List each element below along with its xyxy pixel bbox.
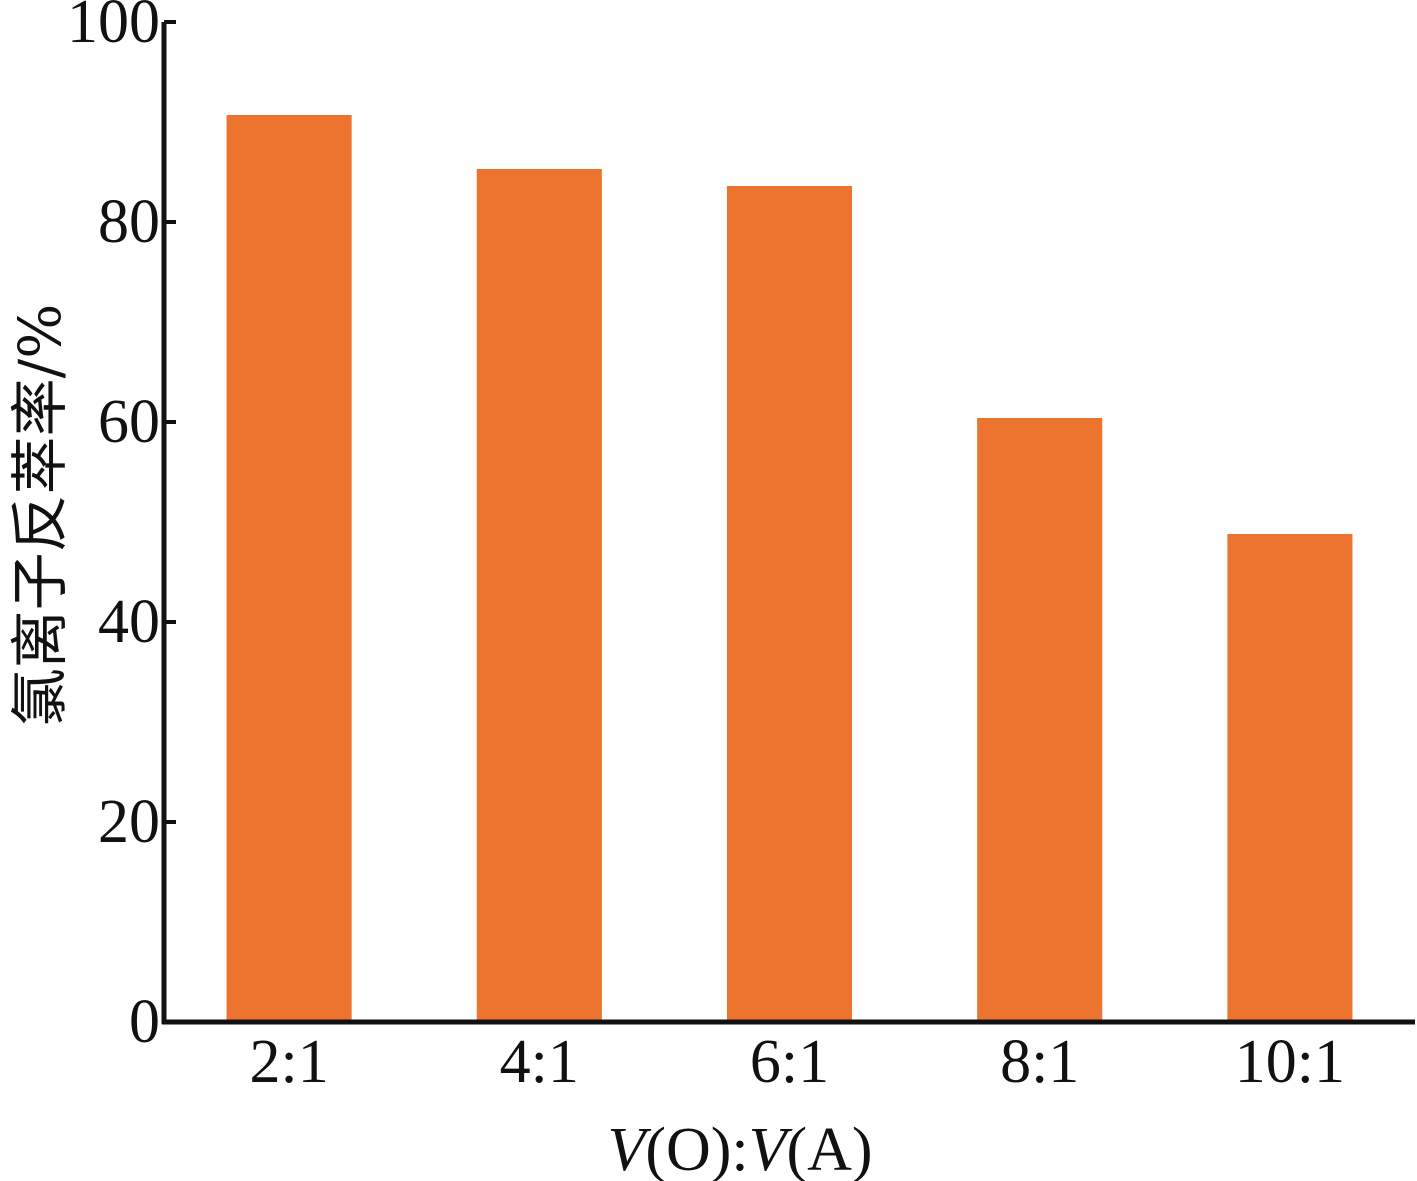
bars-group (226, 115, 1353, 1022)
y-tick-label: 40 (98, 588, 160, 656)
bar-8-1 (977, 418, 1103, 1022)
bar-2-1 (226, 115, 352, 1022)
bar-4-1 (476, 169, 602, 1022)
y-axis-title: 氯离子反萃率/% (6, 304, 74, 727)
x-axis-title-v1: V (607, 1116, 651, 1181)
y-tick-label: 60 (98, 388, 160, 456)
y-tick-label: 20 (98, 788, 160, 856)
y-tick-label: 100 (67, 0, 160, 56)
x-tick-label: 6:1 (750, 1028, 829, 1096)
x-tick-label: 8:1 (1000, 1028, 1079, 1096)
x-tick-label: 4:1 (500, 1028, 579, 1096)
bar-6-1 (726, 186, 853, 1022)
x-axis-title-v2: V (749, 1116, 793, 1181)
bar-10-1 (1227, 534, 1353, 1022)
y-tick-label: 0 (129, 988, 160, 1056)
axes-group (161, 22, 1415, 1025)
x-ticks-group: 2:1 4:1 6:1 8:1 10:1 (249, 1028, 1345, 1096)
x-tick-label: 2:1 (249, 1028, 328, 1096)
x-axis-title: V(O):V(A) (607, 1116, 872, 1181)
x-tick-label: 10:1 (1235, 1028, 1345, 1096)
y-tick-label: 80 (98, 188, 160, 256)
x-axis-title-a: (A) (786, 1116, 872, 1181)
x-axis-title-o: (O): (645, 1116, 748, 1181)
y-ticks-group: 0 20 40 60 80 100 (67, 0, 176, 1056)
